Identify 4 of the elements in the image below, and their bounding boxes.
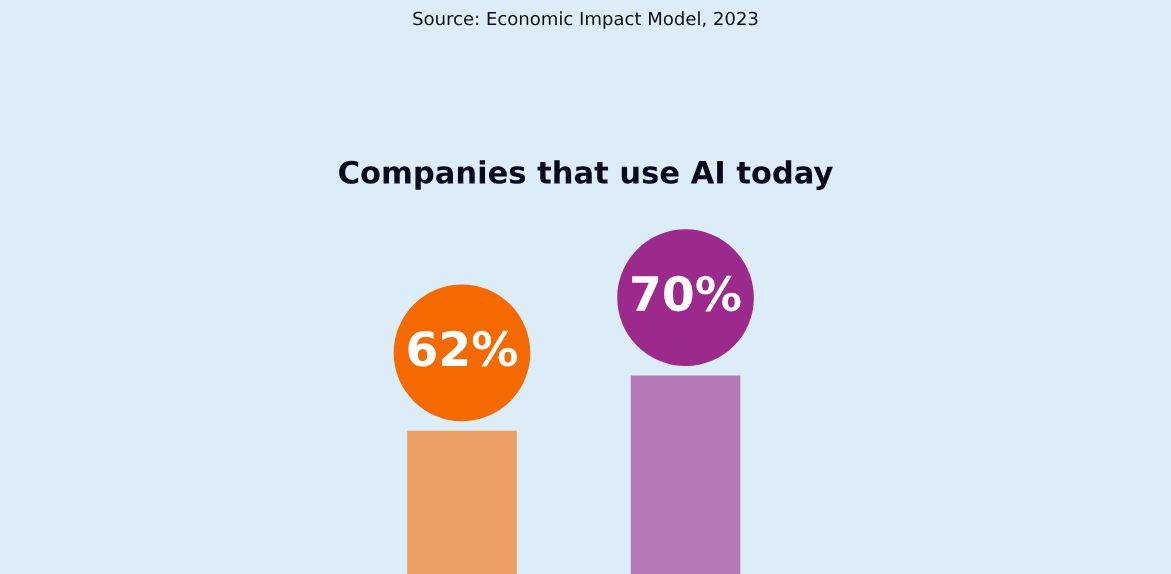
source-note: Source: Economic Impact Model, 2023	[413, 11, 758, 29]
data-label: 62%	[408, 330, 518, 367]
data-label: 70%	[632, 275, 741, 312]
chart-title: Companies that use AI today	[339, 160, 833, 190]
